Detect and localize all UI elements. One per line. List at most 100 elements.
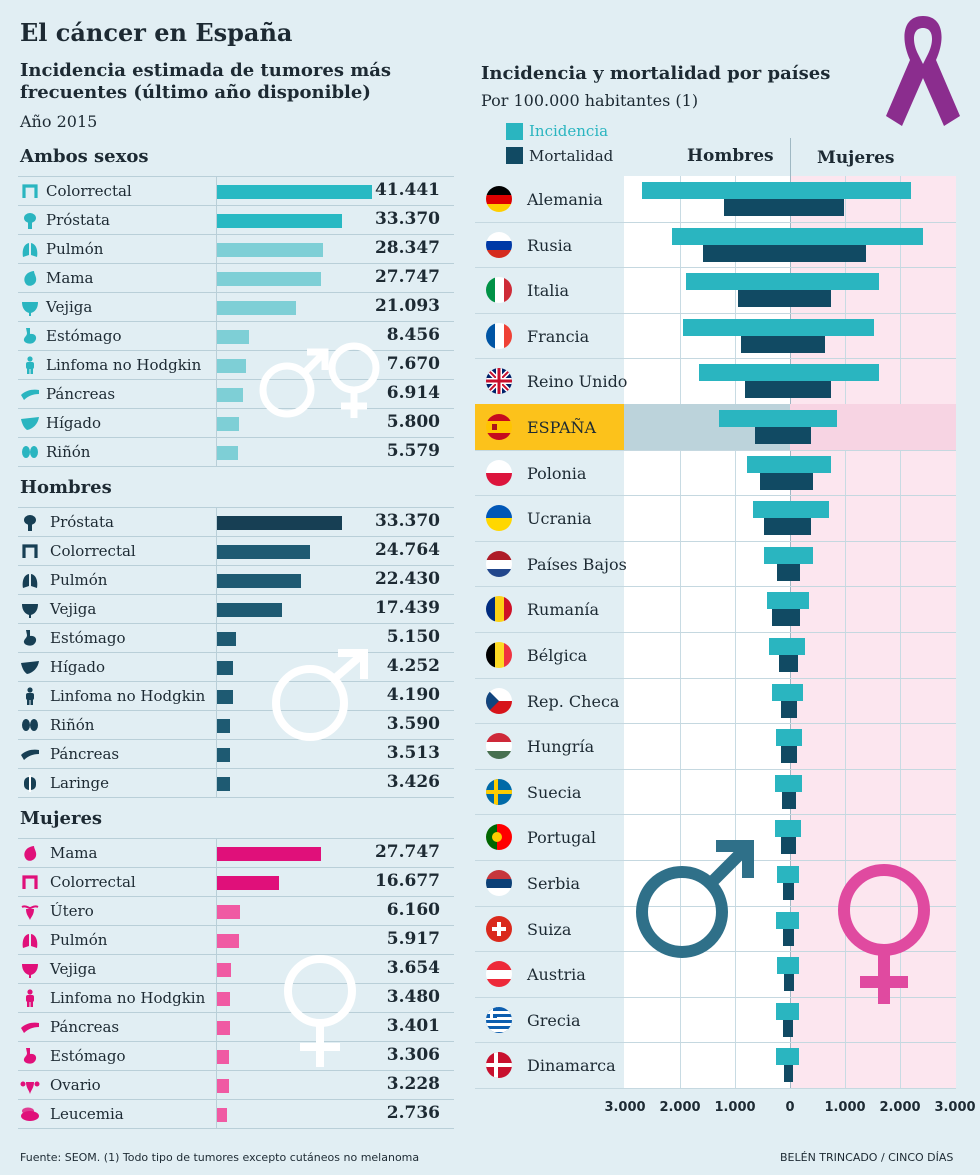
mortality-men-bar xyxy=(763,518,790,536)
male-symbol-large-icon xyxy=(636,840,754,958)
mortality-women-bar xyxy=(790,1065,794,1083)
stomach-icon xyxy=(20,327,40,345)
flag-icon xyxy=(486,1006,512,1033)
women-column-header: Mujeres xyxy=(817,148,895,168)
women-value-label: 6.160 xyxy=(386,900,440,920)
country-label: Serbia xyxy=(527,874,580,893)
both-value-label: 41.441 xyxy=(374,180,440,200)
men-row-label: Estómago xyxy=(50,629,126,647)
x-tick-label: 3.000 xyxy=(604,1100,646,1115)
colon-icon xyxy=(20,542,40,560)
both-row-divider xyxy=(18,321,454,322)
women-row-divider xyxy=(18,1070,454,1071)
incidence-men-bar xyxy=(764,546,790,564)
incidence-men-bar xyxy=(746,455,790,473)
women-bar xyxy=(217,876,280,890)
women-axis-line xyxy=(216,839,217,1129)
country-label: Suecia xyxy=(527,782,582,802)
flag-icon xyxy=(486,778,512,805)
mortality-men-bar xyxy=(754,427,790,444)
x-tick-label: 0 xyxy=(785,1100,795,1115)
both-row-label: Próstata xyxy=(46,211,110,229)
both-value-label: 7.670 xyxy=(386,354,440,374)
men-row-label: Vejiga xyxy=(50,600,97,618)
flag-icon xyxy=(486,186,512,212)
men-row-label: Hígado xyxy=(50,658,106,676)
incidence-women-bar xyxy=(790,729,803,747)
mortality-men-bar xyxy=(779,655,790,672)
men-top-divider xyxy=(18,507,454,508)
pancreas-icon xyxy=(20,745,40,763)
larynx-icon xyxy=(20,774,40,792)
both-bar xyxy=(217,272,321,286)
flag-icon xyxy=(486,870,512,896)
women-bar xyxy=(217,992,231,1006)
mortality-women-bar xyxy=(790,837,796,855)
incidence-women-bar xyxy=(790,638,806,655)
incidence-women-bar xyxy=(790,866,800,883)
liver-icon xyxy=(20,414,40,432)
men-value-label: 33.370 xyxy=(374,511,440,531)
kidney-icon xyxy=(20,716,40,734)
mortality-women-bar xyxy=(790,290,831,308)
incidence-women-bar xyxy=(790,182,911,199)
mortality-women-bar xyxy=(790,974,794,992)
incidence-women-bar xyxy=(790,364,880,382)
men-value-label: 22.430 xyxy=(374,569,440,589)
women-row-divider xyxy=(18,1012,454,1013)
mortality-men-bar xyxy=(703,244,790,262)
men-bar xyxy=(217,632,237,646)
men-bar xyxy=(217,777,230,791)
both-value-label: 5.579 xyxy=(386,441,440,461)
flag-icon xyxy=(486,231,512,258)
men-bar xyxy=(217,574,301,588)
women-bar xyxy=(217,963,231,977)
both-row-label: Mama xyxy=(46,269,94,287)
men-row-label: Pulmón xyxy=(50,571,108,589)
country-row-divider xyxy=(475,495,956,497)
uterus-icon xyxy=(20,902,40,920)
country-row-divider xyxy=(475,860,956,861)
x-tick-label: 1.000 xyxy=(714,1100,756,1115)
body-icon xyxy=(20,687,40,705)
mortality-men-bar xyxy=(744,381,790,399)
country-label: Austria xyxy=(527,965,586,985)
incidence-men-bar xyxy=(776,911,790,929)
legend-incidence-label: Incidencia xyxy=(529,122,609,140)
women-value-label: 2.736 xyxy=(386,1103,440,1123)
mortality-women-bar xyxy=(790,563,800,581)
incidence-men-bar xyxy=(776,957,790,975)
women-row-divider xyxy=(18,896,454,897)
both-bar xyxy=(217,185,372,199)
prostate-icon xyxy=(20,211,40,229)
kidney-icon xyxy=(20,443,40,461)
both-bar xyxy=(217,243,324,257)
men-bar xyxy=(217,661,233,675)
incidence-men-bar xyxy=(774,774,790,792)
men-row-label: Próstata xyxy=(50,513,114,531)
pancreas-icon xyxy=(20,1018,40,1036)
mortality-women-bar xyxy=(790,518,812,536)
country-row-divider xyxy=(475,723,956,725)
women-value-label: 27.747 xyxy=(374,842,440,862)
flag-icon xyxy=(486,459,512,486)
mortality-men-bar xyxy=(782,791,790,809)
both-row-label: Linfoma no Hodgkin xyxy=(46,356,202,374)
mortality-women-bar xyxy=(790,335,825,353)
incidence-men-bar xyxy=(777,866,790,883)
incidence-men-bar xyxy=(671,227,790,245)
incidence-men-bar xyxy=(718,410,790,427)
incidence-women-bar xyxy=(790,820,801,838)
flag-icon xyxy=(486,961,512,988)
flag-icon xyxy=(486,322,512,349)
both-top-divider xyxy=(18,176,454,177)
both-row-divider xyxy=(18,350,454,351)
incidence-men-bar xyxy=(776,1002,790,1020)
colon-icon xyxy=(20,873,40,891)
mortality-women-bar xyxy=(790,381,831,399)
country-label: Bélgica xyxy=(527,646,588,665)
incidence-men-bar xyxy=(752,501,790,519)
country-label: Alemania xyxy=(527,190,603,209)
year-label: Año 2015 xyxy=(20,112,98,131)
bladder-icon xyxy=(20,298,40,316)
